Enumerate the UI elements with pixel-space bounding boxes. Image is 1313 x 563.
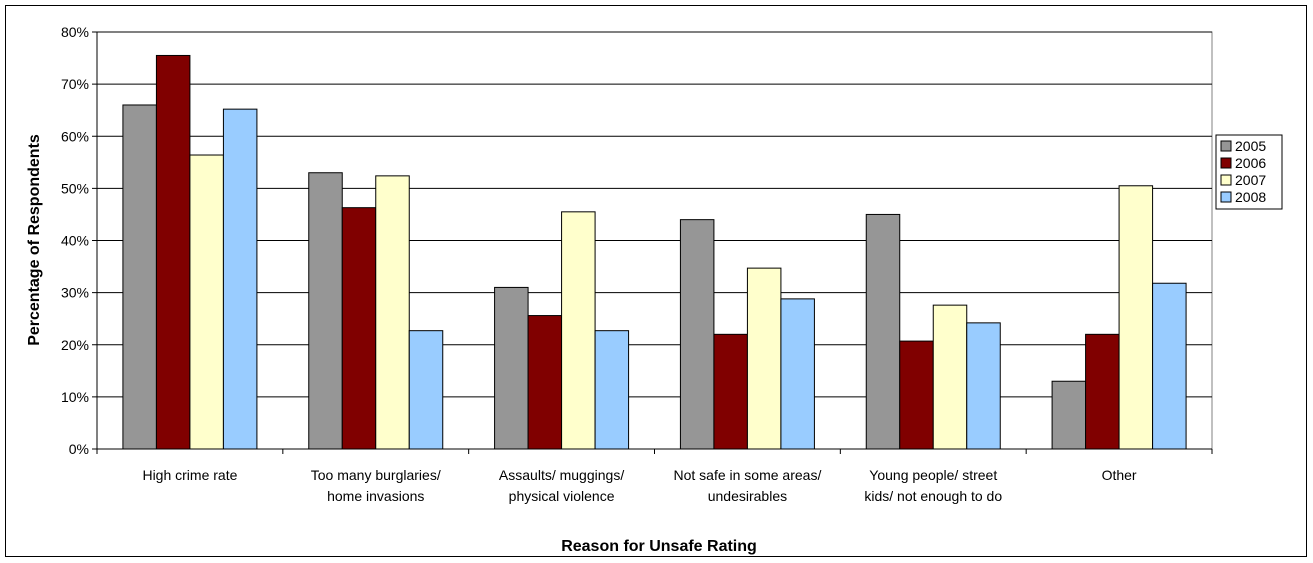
bar-2005-1 — [308, 172, 343, 450]
y-axis-title: Percentage of Respondents — [26, 134, 43, 346]
bar-2006-5 — [1085, 333, 1120, 450]
y-tick-label: 30% — [61, 285, 89, 301]
bar-2006-1 — [341, 207, 377, 450]
bar-2007-0 — [189, 154, 224, 450]
bar-2007-1 — [375, 175, 410, 450]
bar-2007-3 — [746, 267, 782, 450]
x-tick-label: Young people/ street kids/ not enough to … — [864, 467, 1002, 504]
x-tick-label: High crime rate — [142, 467, 237, 483]
bar-2007-5 — [1118, 185, 1154, 450]
legend-label-2008: 2008 — [1235, 189, 1266, 205]
legend-label-2007: 2007 — [1235, 172, 1266, 188]
y-tick-label: 40% — [61, 233, 89, 249]
bar-2005-0 — [122, 104, 157, 450]
x-tick-label: Assaults/ muggings/physical violence — [499, 467, 624, 504]
bar-2007-4 — [932, 304, 968, 450]
bar-2008-5 — [1152, 282, 1187, 450]
bar-2006-0 — [155, 54, 191, 450]
y-tick-labels: 0% 10% 20% 30% 40% 50% 60% 70% 80% — [61, 24, 89, 457]
x-axis-title: Reason for Unsafe Rating — [561, 538, 757, 555]
y-tick-label: 50% — [61, 180, 89, 196]
legend-label-2006: 2006 — [1235, 155, 1266, 171]
bar-2008-2 — [594, 330, 630, 450]
y-tick-label: 80% — [61, 24, 89, 40]
legend-swatch-2006 — [1220, 157, 1232, 169]
y-tick-label: 0% — [69, 441, 89, 457]
y-tick-label: 60% — [61, 128, 89, 144]
legend-swatch-2008 — [1220, 191, 1232, 203]
bar-2005-3 — [679, 219, 715, 450]
axes — [92, 31, 1213, 454]
bar-2008-3 — [780, 298, 815, 450]
bar-2006-4 — [899, 340, 934, 450]
y-tick-label: 20% — [61, 337, 89, 353]
bar-2007-2 — [561, 211, 596, 450]
bar-2005-4 — [865, 213, 901, 450]
y-tick-label: 70% — [61, 76, 89, 92]
bar-2006-2 — [527, 315, 563, 450]
legend-swatch-2005 — [1220, 140, 1232, 152]
y-tick-label: 10% — [61, 389, 89, 405]
gridlines — [96, 31, 1213, 450]
x-tick-label: Other — [1102, 467, 1137, 483]
bar-2005-2 — [494, 286, 529, 450]
bar-2008-4 — [966, 322, 1001, 450]
x-tick-label: Not safe in some areas/undesirables — [673, 467, 821, 504]
x-tick-label: Too many burglaries/home invasions — [311, 467, 441, 504]
x-tick-labels: High crime rate Too many burglaries/home … — [142, 467, 1136, 504]
bar-2006-3 — [713, 333, 748, 450]
legend-swatch-2007 — [1220, 174, 1232, 186]
bar-2008-0 — [222, 108, 258, 450]
bar-2008-1 — [408, 330, 444, 450]
bars — [122, 54, 1187, 450]
legend-label-2005: 2005 — [1235, 138, 1266, 154]
bar-2005-5 — [1051, 380, 1087, 450]
